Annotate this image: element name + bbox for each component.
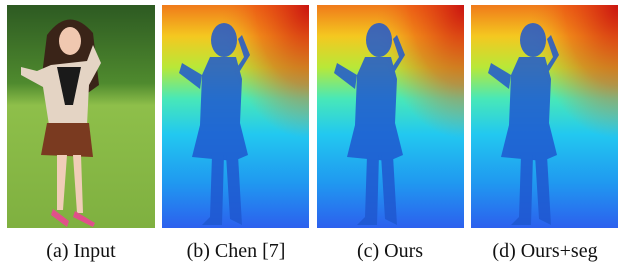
caption: (b) Chen [7]: [187, 240, 286, 262]
figure: (a) Input (b) Chen [7] (c) Ours (d) Ours…: [0, 0, 619, 263]
page: (a) Input (b) Chen [7] (c) Ours (d) Ours…: [0, 0, 619, 263]
depth-map-ours-seg: [471, 5, 618, 228]
caption: (c) Ours: [357, 240, 423, 262]
input-photo: [7, 5, 155, 228]
depth-map-chen: [162, 5, 309, 228]
caption: (a) Input: [46, 240, 116, 262]
depth-map-ours: [317, 5, 464, 228]
caption: (d) Ours+seg: [492, 240, 597, 262]
